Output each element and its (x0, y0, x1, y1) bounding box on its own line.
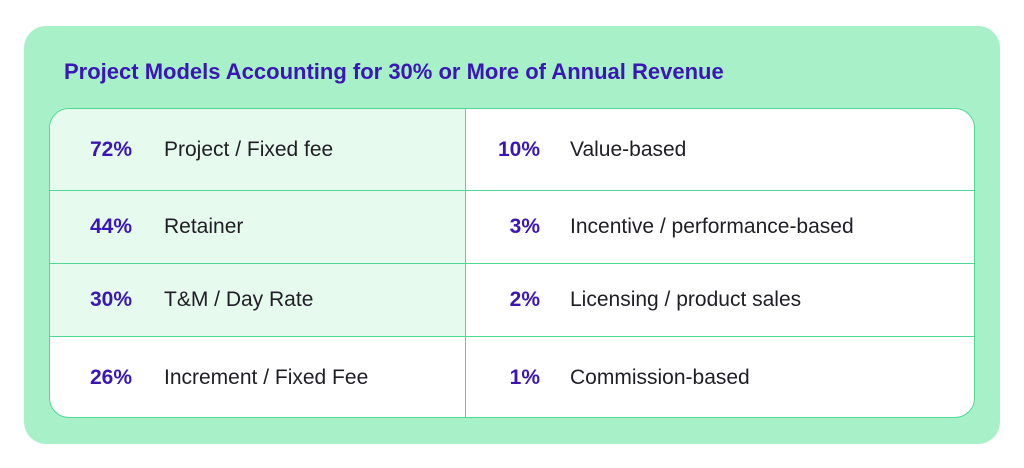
table-row: 26% Increment / Fixed Fee (50, 337, 465, 417)
table-column-left: 72% Project / Fixed fee 44% Retainer 30%… (50, 109, 466, 417)
table-row: 1% Commission-based (466, 337, 974, 417)
row-label: T&M / Day Rate (164, 288, 314, 311)
row-percent: 3% (509, 215, 540, 238)
row-label: Retainer (164, 215, 244, 238)
row-label: Licensing / product sales (570, 288, 802, 311)
chart-card: Project Models Accounting for 30% or Mor… (24, 26, 1000, 444)
row-label: Value-based (570, 137, 687, 161)
table-row: 30% T&M / Day Rate (50, 264, 465, 337)
row-label: Commission-based (570, 366, 750, 389)
table-row: 2% Licensing / product sales (466, 264, 974, 337)
row-percent: 72% (89, 137, 132, 161)
row-percent: 26% (89, 366, 132, 389)
revenue-table: 72% Project / Fixed fee 44% Retainer 30%… (49, 108, 975, 418)
row-percent: 44% (89, 215, 132, 238)
row-percent: 1% (509, 366, 540, 389)
row-label: Incentive / performance-based (570, 215, 854, 238)
row-label: Increment / Fixed Fee (164, 366, 369, 389)
table-column-right: 10% Value-based 3% Incentive / performan… (466, 109, 974, 417)
row-percent: 10% (497, 137, 540, 161)
chart-title: Project Models Accounting for 30% or Mor… (64, 59, 724, 84)
table-row: 44% Retainer (50, 191, 465, 264)
table-row: 3% Incentive / performance-based (466, 191, 974, 264)
row-percent: 30% (89, 288, 132, 311)
row-label: Project / Fixed fee (164, 137, 334, 161)
row-percent: 2% (509, 288, 540, 311)
table-row: 72% Project / Fixed fee (50, 109, 465, 191)
table-row: 10% Value-based (466, 109, 974, 191)
